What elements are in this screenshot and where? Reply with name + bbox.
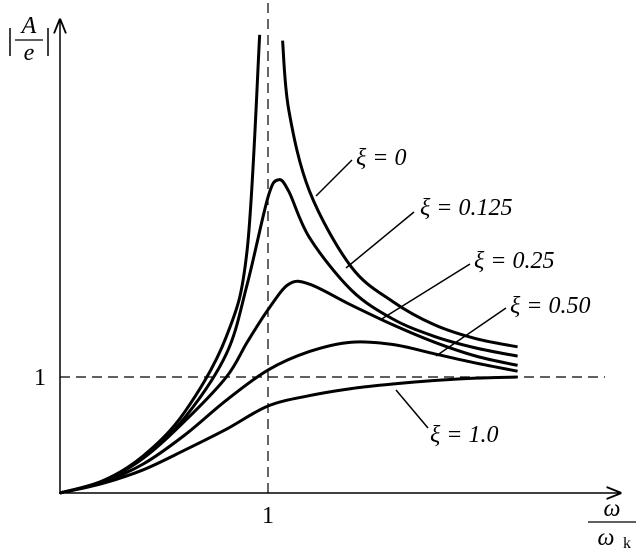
y-label-numerator: A bbox=[20, 13, 37, 39]
leader-line bbox=[435, 307, 507, 357]
leader-line bbox=[315, 159, 353, 197]
line bbox=[59, 279, 518, 495]
series-label: ξ = 0.50 bbox=[510, 293, 590, 319]
y-tick-label: 1 bbox=[34, 365, 46, 391]
series-label: ξ = 0 bbox=[356, 145, 406, 171]
series-label: ξ = 1.0 bbox=[430, 422, 498, 448]
x-tick-label: 1 bbox=[262, 503, 274, 529]
y-label-denominator: e bbox=[24, 40, 35, 66]
leader-line bbox=[345, 211, 415, 269]
series-label: ξ = 0.125 bbox=[420, 195, 512, 221]
x-label-numerator: ω bbox=[604, 496, 621, 522]
leader-line bbox=[379, 263, 471, 321]
series-label: ξ = 0.25 bbox=[474, 248, 554, 274]
x-label-subscript: k bbox=[623, 535, 631, 550]
x-axis-label: ω ω k bbox=[588, 496, 636, 550]
y-axis-label: A e bbox=[9, 13, 49, 66]
line bbox=[59, 375, 518, 495]
line bbox=[59, 340, 518, 495]
leader-line bbox=[395, 389, 429, 429]
x-label-denominator: ω bbox=[598, 525, 615, 550]
